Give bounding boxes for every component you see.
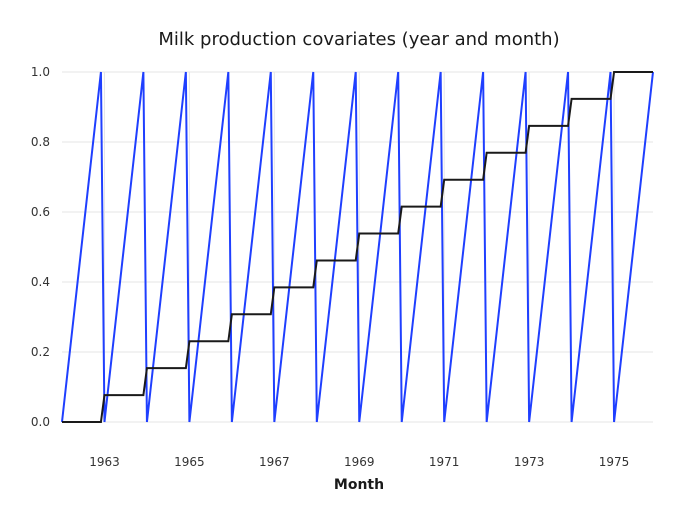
x-tick-label-6: 1975: [599, 455, 630, 469]
x-tick-label-0: 1963: [89, 455, 120, 469]
y-tick-label-2: 0.4: [31, 275, 50, 289]
series-line-year: [62, 71, 653, 423]
series-group: [61, 71, 654, 423]
y-tick-label-0: 0.0: [31, 415, 50, 429]
y-tick-label-5: 1.0: [31, 65, 50, 79]
chart-title: Milk production covariates (year and mon…: [158, 29, 559, 50]
x-tick-label-1: 1965: [174, 455, 205, 469]
y-tick-label-1: 0.2: [31, 345, 50, 359]
y-tick-label-4: 0.8: [31, 135, 50, 149]
x-axis-ticks: 1963 1965 1967 1969 1971 1973 1975: [89, 455, 629, 469]
y-tick-label-3: 0.6: [31, 205, 50, 219]
x-axis-label: Month: [334, 477, 384, 493]
x-tick-label-3: 1969: [344, 455, 375, 469]
x-tick-label-2: 1967: [259, 455, 290, 469]
y-axis-ticks: 0.0 0.2 0.4 0.6 0.8 1.0: [31, 65, 50, 429]
x-tick-label-5: 1973: [514, 455, 545, 469]
x-tick-label-4: 1971: [429, 455, 460, 469]
